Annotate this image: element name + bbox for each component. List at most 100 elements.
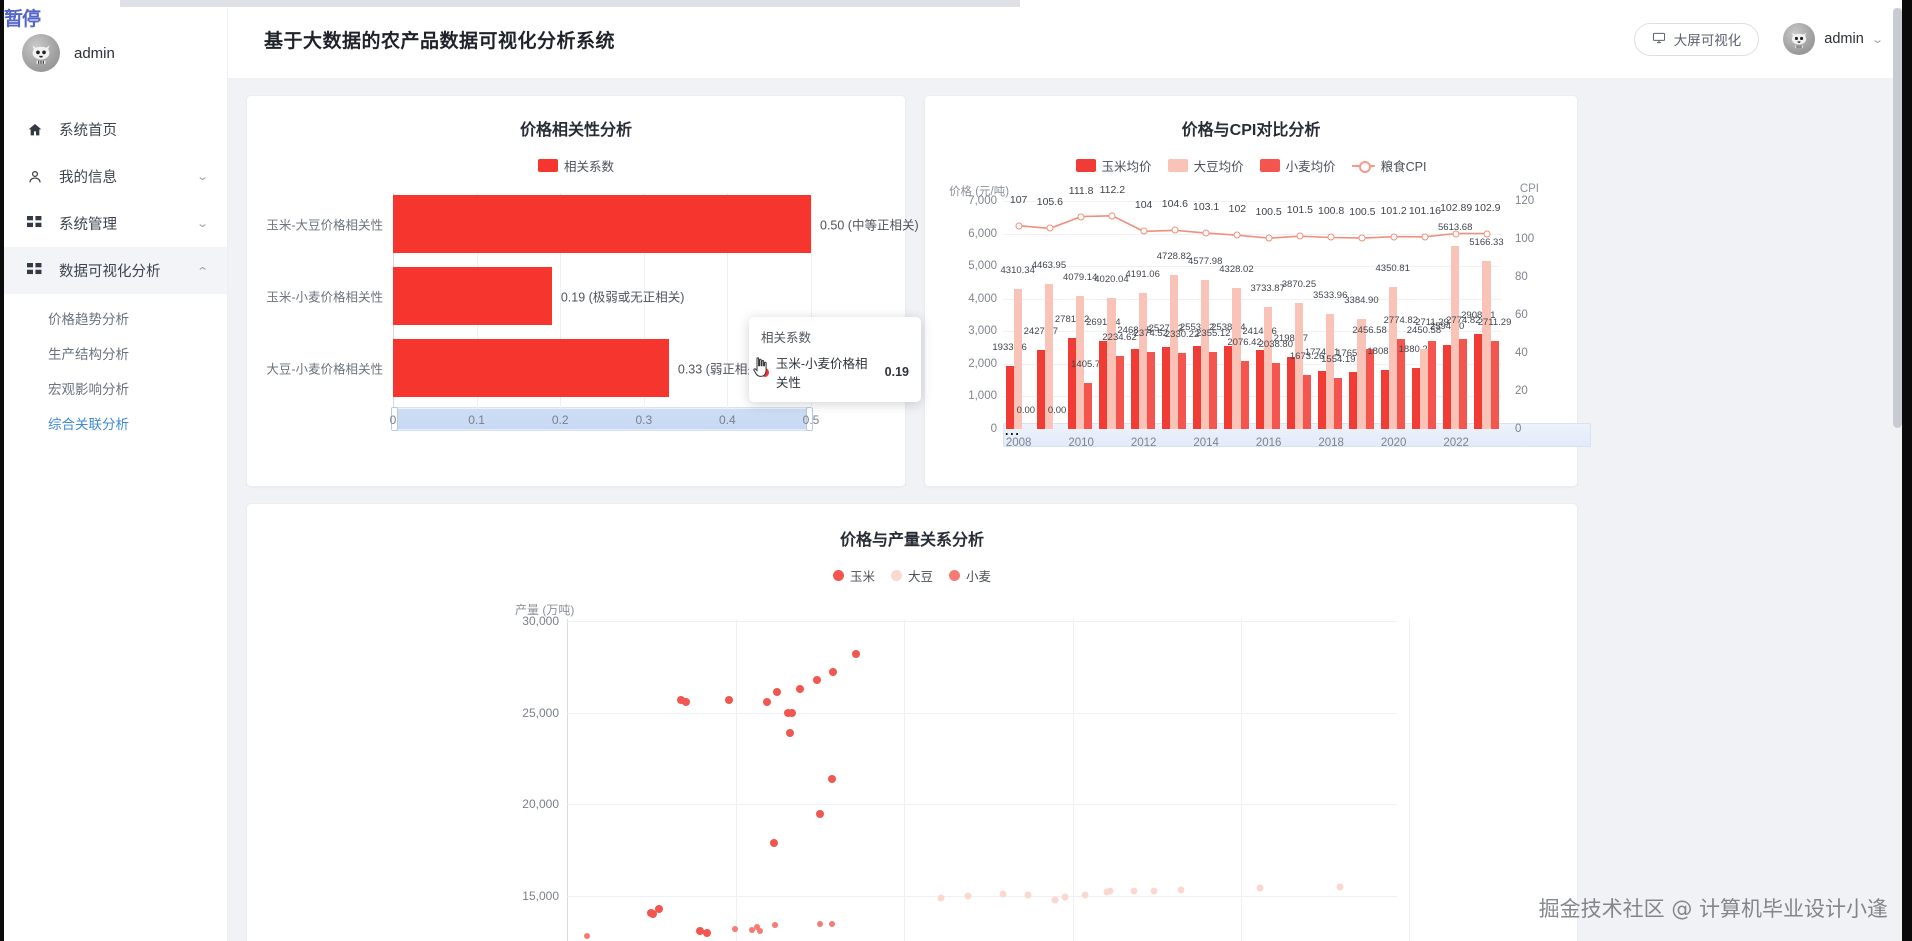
chart-bar[interactable] [393,339,669,397]
chart-bar[interactable] [1443,344,1452,429]
chart-bar[interactable] [1107,298,1116,429]
chart-bar[interactable] [1161,346,1170,429]
chart-bar[interactable] [1169,274,1178,429]
chart-scatter-point[interactable] [829,668,837,677]
chart-bar[interactable] [1130,348,1139,429]
chart-scatter-point[interactable] [795,684,804,693]
chart-scatter-point[interactable] [964,892,972,900]
chart-scatter-point[interactable] [682,697,691,706]
chart-bar[interactable] [1286,357,1295,429]
chart-bar[interactable] [1303,374,1312,429]
chart-bar-row[interactable]: 大豆-小麦价格相关性 0.33 (弱正相关) [266,339,764,397]
chart-scatter-point[interactable] [654,904,663,913]
chart-bar[interactable] [1115,356,1124,429]
chart-scatter-point[interactable] [583,933,590,940]
chart-scatter-point[interactable] [702,928,711,937]
chart-bar[interactable] [1201,279,1210,429]
chart-cpi-point[interactable] [1296,232,1304,240]
chart-scatter-point[interactable] [1130,887,1138,894]
chart-scatter-point[interactable] [1336,883,1344,891]
chart-bar[interactable] [1232,288,1241,429]
chart-scatter-point[interactable] [851,650,860,658]
chart-bar[interactable] [1388,287,1397,429]
chart-bar[interactable] [1482,260,1491,429]
chart-bar[interactable] [1396,338,1405,429]
chart-cpi-point[interactable] [1140,227,1148,235]
chart-scatter-point[interactable] [999,890,1007,898]
sidebar-item-price-trend[interactable]: 价格趋势分析 [48,311,129,327]
chart-scatter-point[interactable] [1177,886,1185,894]
chart-bar[interactable] [1380,370,1389,429]
chart-scatter-point[interactable] [783,709,792,718]
chart-cpi-point[interactable] [1483,230,1491,237]
chart-scatter-point[interactable] [1081,891,1089,899]
chart-scatter-point[interactable] [757,927,764,934]
chart-bar[interactable] [1451,246,1460,429]
chart-cpi-point[interactable] [1171,226,1179,234]
chart-cpi-point[interactable] [1421,233,1429,241]
chart-bar[interactable] [1005,366,1014,429]
chart-bar[interactable] [393,195,811,253]
chart-bar[interactable] [1334,378,1343,429]
datazoom-handle-left[interactable] [391,407,398,431]
chart-scatter-point[interactable] [788,708,797,717]
chart-scatter-point[interactable] [828,920,835,927]
chart-scatter-point[interactable] [647,908,656,917]
chart-cpi-point[interactable] [1202,229,1210,237]
chart-scatter-point[interactable] [753,924,760,931]
legend-item-soybean[interactable]: 大豆 [890,566,933,585]
chart-scatter-point[interactable] [763,697,772,706]
page-scrollbar-track[interactable] [1893,8,1902,941]
sidebar-item-home[interactable]: 系统首页 [0,106,227,153]
chart-scatter-point[interactable] [816,809,825,818]
chart-scatter-point[interactable] [817,921,824,928]
chart-scatter-point[interactable] [1024,891,1032,899]
chart-scatter-point[interactable] [1061,893,1069,901]
chart-cpi-point[interactable] [1046,224,1054,232]
chart-scatter-point[interactable] [1150,887,1158,895]
chart-scatter-point[interactable] [771,922,778,929]
chart-bar[interactable] [1263,307,1272,429]
chart-scatter-point[interactable] [1106,887,1114,895]
chart-scatter-point[interactable] [749,926,756,933]
legend-item-corn[interactable]: 玉米 [832,566,875,585]
chart-scatter-point[interactable] [677,695,686,704]
chart-bar[interactable] [1099,341,1108,429]
sidebar-user-block[interactable]: admin [0,8,227,102]
chart-cpi-point[interactable] [1327,233,1335,241]
chart-bar[interactable] [1036,349,1045,429]
chart-cpi-point[interactable] [1015,222,1023,230]
sidebar-item-system-manage[interactable]: 系统管理 ⌄ [0,200,227,247]
chart-scatter-point[interactable] [732,926,739,932]
chart-bar[interactable] [1068,338,1077,429]
chart-bar[interactable] [1294,302,1303,429]
chart-bar[interactable] [393,267,552,325]
legend-item-soybean-price[interactable]: 大豆均价 [1167,156,1244,175]
chart-cpi-point[interactable] [1265,234,1273,242]
chart-scatter-point[interactable] [1256,884,1264,892]
chart-cpi-point[interactable] [1233,231,1241,239]
chart-bar-row[interactable]: 玉米-小麦价格相关性 0.19 (极弱或无正相关) [266,267,684,325]
page-scrollbar-thumb[interactable] [1893,8,1902,428]
chart-bar[interactable] [1193,345,1202,429]
chart-bar[interactable] [1178,353,1187,429]
chart-datazoom-slider-correlation[interactable]: ⋯ [391,407,813,431]
legend-item-correlation-coefficient[interactable]: 相关系数 [537,156,614,175]
chart-scatter-point[interactable] [827,774,836,783]
chart-bar[interactable] [1411,367,1420,429]
sidebar-item-comprehensive-correlation[interactable]: 综合关联分析 [48,416,129,432]
chart-bar[interactable] [1146,351,1155,429]
chart-bar-row[interactable]: 玉米-大豆价格相关性 0.50 (中等正相关) [266,195,919,253]
chart-bar[interactable] [1044,283,1053,429]
chart-bar[interactable] [1138,292,1147,429]
chart-scatter-point[interactable] [772,687,781,696]
chart-bar[interactable] [1459,338,1468,429]
chart-bar[interactable] [1084,383,1093,429]
chart-cpi-point[interactable] [1452,230,1460,238]
chart-bar[interactable] [1271,362,1280,429]
chart-cpi-point[interactable] [1077,213,1085,221]
chart-cpi-point[interactable] [1390,233,1398,241]
chart-cpi-point[interactable] [1108,212,1116,220]
chart-bar[interactable] [1357,318,1366,429]
chart-scatter-point[interactable] [785,728,794,737]
